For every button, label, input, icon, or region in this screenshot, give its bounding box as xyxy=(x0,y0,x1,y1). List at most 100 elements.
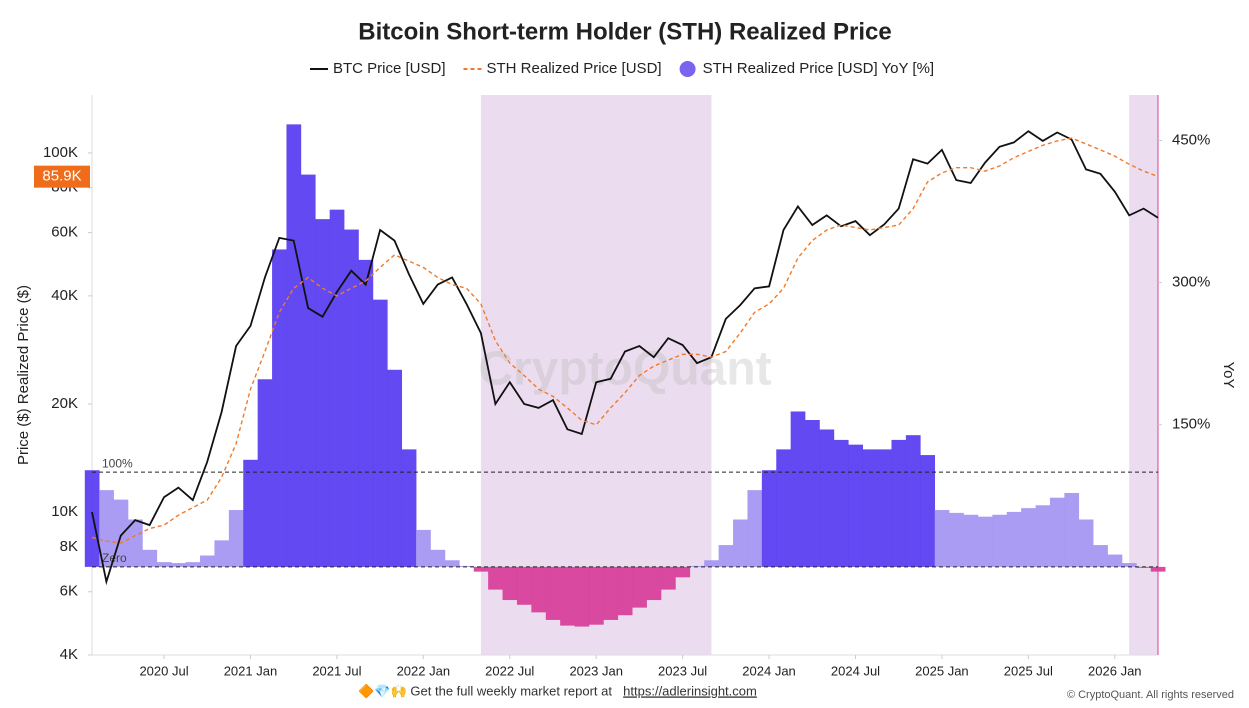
x-tick-label: 2023 Jan xyxy=(569,663,623,678)
legend: BTC Price [USD] STH Realized Price [USD] S… xyxy=(310,60,934,77)
yoy-bar xyxy=(819,429,835,567)
yoy-bar xyxy=(1093,545,1108,567)
yoy-bar xyxy=(128,519,143,567)
yoy-bar xyxy=(776,449,791,567)
x-tick-label: 2025 Jan xyxy=(915,663,969,678)
yoy-bar xyxy=(920,455,936,567)
y-tick-label: 6K xyxy=(60,583,78,600)
yoy-bar xyxy=(531,566,547,613)
yoy-bar xyxy=(1064,492,1080,567)
yoy-bar xyxy=(200,555,215,567)
yoy-bar xyxy=(113,499,129,567)
y2-tick-label: 150% xyxy=(1172,416,1210,433)
yoy-bar xyxy=(329,209,345,567)
yoy-bar xyxy=(977,516,993,567)
copyright: © CryptoQuant. All rights reserved xyxy=(1067,689,1234,701)
yoy-bar xyxy=(272,249,287,567)
yoy-bar xyxy=(257,379,273,567)
yoy-bar xyxy=(761,470,777,567)
legend-swatch xyxy=(679,61,696,77)
yoy-bar xyxy=(1107,554,1123,567)
yoy-bar xyxy=(747,490,763,567)
yoy-bar xyxy=(545,566,561,620)
yoy-bar xyxy=(156,562,172,567)
series-line xyxy=(91,137,1159,544)
yoy-bar xyxy=(416,529,431,567)
chart-title: Bitcoin Short-term Holder (STH) Realized… xyxy=(358,18,891,45)
yoy-bar xyxy=(632,566,647,608)
yoy-bar xyxy=(516,566,532,605)
yoy-bar xyxy=(833,439,849,567)
y-tick-label: 40K xyxy=(51,287,78,304)
yoy-bar xyxy=(891,439,907,567)
yoy-bar xyxy=(963,514,979,567)
yoy-bar xyxy=(401,449,417,567)
legend-label: STH Realized Price [USD] YoY [%] xyxy=(703,60,935,77)
footer-text: 🔶💎🙌 Get the full weekly market report at xyxy=(358,683,612,698)
x-tick-label: 2024 Jan xyxy=(742,663,796,678)
yoy-bar xyxy=(171,563,186,567)
x-tick-label: 2022 Jan xyxy=(397,663,451,678)
yoy-bar xyxy=(718,545,734,567)
yoy-bar xyxy=(502,566,518,601)
shaded-range xyxy=(480,95,712,655)
price-tag xyxy=(34,165,90,188)
yoy-bar xyxy=(286,124,302,567)
y-axis-label: Price ($) Realized Price ($) xyxy=(15,285,32,465)
y-tick-label: 20K xyxy=(51,395,78,412)
yoy-bar xyxy=(185,562,201,567)
legend-label: STH Realized Price [USD] xyxy=(487,60,662,77)
yoy-bar xyxy=(675,566,691,578)
yoy-bar xyxy=(1121,563,1137,567)
y-tick-label: 8K xyxy=(60,538,78,555)
yoy-bar xyxy=(228,510,244,567)
yoy-bar xyxy=(905,435,921,567)
yoy-bar xyxy=(99,490,114,567)
footer-link[interactable]: https://adlerinsight.com xyxy=(623,683,757,698)
yoy-bar xyxy=(488,566,503,590)
yoy-bar xyxy=(661,566,676,590)
yoy-bar xyxy=(142,549,158,567)
shaded-range xyxy=(1129,95,1158,655)
y-tick-label: 60K xyxy=(51,224,78,241)
x-tick-label: 2021 Jan xyxy=(224,663,278,678)
yoy-bar xyxy=(588,566,604,625)
yoy-bar xyxy=(430,549,446,567)
yoy-bar xyxy=(1150,566,1166,572)
y-tick-label: 10K xyxy=(51,503,78,520)
yoy-bar xyxy=(790,411,806,567)
yoy-bar xyxy=(372,299,388,567)
yoy-bar xyxy=(733,519,748,567)
yoy-bar xyxy=(574,566,590,627)
yoy-bar xyxy=(444,560,460,567)
x-tick-label: 2025 Jul xyxy=(1004,663,1053,678)
yoy-bar xyxy=(358,259,374,567)
yoy-bar xyxy=(949,512,964,567)
yoy-bar xyxy=(646,566,662,601)
yoy-bar xyxy=(300,174,316,567)
yoy-bar xyxy=(1078,519,1094,567)
yoy-bar xyxy=(704,560,719,567)
yoy-bar xyxy=(805,420,820,567)
yoy-bar xyxy=(84,470,100,567)
yoy-bar xyxy=(243,459,258,567)
yoy-bar xyxy=(560,566,575,626)
yoy-bar xyxy=(848,444,863,567)
yoy-bar xyxy=(1006,511,1022,567)
x-tick-label: 2020 Jul xyxy=(139,663,188,678)
yoy-bar xyxy=(473,566,489,572)
yoy-bar xyxy=(1021,508,1036,567)
y2-tick-label: 450% xyxy=(1172,131,1210,148)
y2-axis-label: YoY xyxy=(1220,362,1237,389)
yoy-bar xyxy=(617,566,633,616)
yoy-bar xyxy=(1035,505,1051,567)
price-tag-label: 85.9K xyxy=(42,168,81,185)
x-tick-label: 2026 Jan xyxy=(1088,663,1142,678)
x-tick-label: 2022 Jul xyxy=(485,663,534,678)
x-tick-label: 2021 Jul xyxy=(312,663,361,678)
legend-label: BTC Price [USD] xyxy=(333,60,446,77)
yoy-bar xyxy=(877,449,892,567)
yoy-bar xyxy=(862,449,878,567)
y-tick-label: 100K xyxy=(43,144,78,161)
yoy-bar xyxy=(992,514,1008,567)
